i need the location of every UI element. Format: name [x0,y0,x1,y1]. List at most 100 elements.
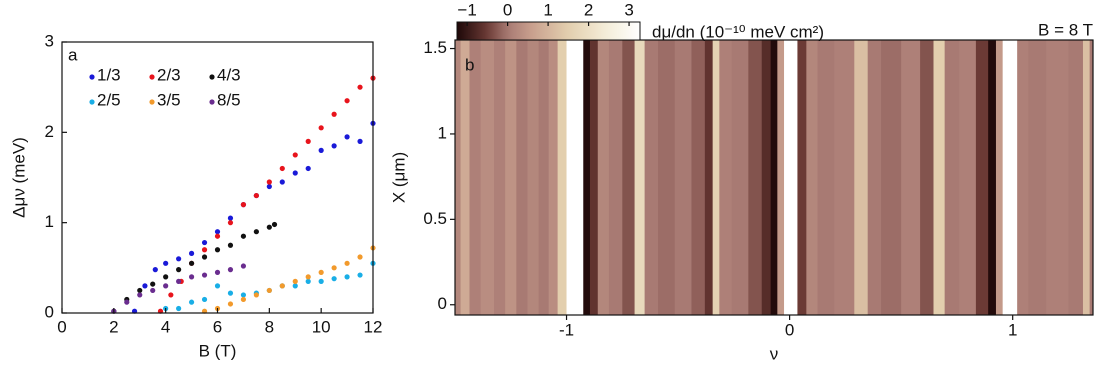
data-point [201,272,208,278]
legend-label: 1/3 [97,65,121,84]
x-tick-label: 2 [109,317,118,336]
data-point [253,192,259,199]
x-tick-label: 8 [265,317,274,336]
data-point [305,138,311,144]
heatmap-column [589,40,599,315]
data-point [142,283,148,289]
colorbar-tick-label: 1 [543,0,552,19]
data-point [318,278,324,284]
data-point [292,152,298,158]
data-point [137,292,143,298]
legend-label: 4/3 [217,65,241,84]
heatmap-column [583,40,591,315]
y-axis-label: X (μm) [389,152,408,203]
heatmap-column [901,40,921,315]
colorbar-tick-label: 2 [584,0,593,19]
x-tick-label: 10 [312,317,331,336]
heatmap-column [608,40,623,315]
data-point [227,267,234,273]
heatmap-column [557,40,568,315]
data-point [227,301,234,307]
panel-label: b [465,55,474,74]
y-tick-label: 0 [438,294,447,313]
data-point [176,267,182,273]
legend-marker [209,99,215,105]
x-tick-label: -1 [559,320,574,339]
heatmap-column [469,40,482,315]
y-tick-label: 3 [45,31,54,50]
data-point [137,287,143,294]
heatmap-column [494,40,506,315]
heatmap-column [881,40,902,315]
heatmap-column [777,40,785,315]
x-tick-label: 1 [1008,320,1017,339]
heatmap-column [959,40,977,315]
heatmap-column [1089,40,1093,315]
x-tick-label: 0 [785,320,794,339]
data-point [163,274,169,280]
data-point [240,233,247,239]
data-point [176,305,182,312]
heatmap-column [933,40,946,315]
y-axis-label: Δμν (meV) [9,137,28,218]
data-point [253,229,259,235]
heatmap-column [674,40,692,315]
x-tick-label: 12 [364,317,383,336]
heatmap-column [597,40,610,315]
heatmap-column [770,40,778,315]
data-point [227,290,234,296]
heatmap-column [704,40,714,315]
y-tick-label: 1.5 [423,38,447,57]
heatmap-column [975,40,989,315]
data-point [253,292,259,298]
heatmap-column [719,40,733,315]
data-point [331,143,337,149]
x-axis-label: B (T) [199,341,237,360]
y-tick-label: 0.5 [423,209,447,228]
data-point [227,220,234,226]
data-point [168,292,174,298]
legend-marker [149,99,155,105]
heatmap-column [995,40,1004,315]
y-tick-label: 1 [438,123,447,142]
data-point [292,278,298,284]
heatmap-column [1046,40,1069,315]
x-tick-label: 4 [161,317,170,336]
heatmap-column [867,40,882,315]
heatmap-column [1009,40,1018,315]
heatmap-column [748,40,763,315]
heatmap-column [1028,40,1047,315]
heatmap-column [480,40,495,315]
data-point [188,260,195,266]
data-point [318,269,324,275]
data-point [163,283,169,289]
heatmap-column [691,40,706,315]
data-point [292,170,298,176]
heatmap-column [784,40,792,315]
y-tick-label: 2 [45,122,54,141]
data-point [150,281,156,287]
x-tick-label: 0 [57,317,66,336]
data-point [279,165,285,172]
data-point [305,274,311,280]
heatmap-column [731,40,749,315]
data-point [266,287,272,294]
data-point [357,84,363,90]
data-point [201,296,208,303]
annotation: B = 8 T [1038,20,1093,39]
data-point [305,165,311,172]
colorbar-label: dμ/dn (10⁻¹⁰ meV cm²) [652,22,824,41]
data-point [150,287,156,294]
data-point [318,147,324,153]
data-point [266,183,272,190]
data-point [124,299,130,305]
y-tick-label: 0 [45,302,54,321]
heatmap-column [634,40,646,315]
data-point [201,254,208,260]
x-axis-label: ν [770,344,779,363]
heatmap-column [712,40,720,315]
data-point [188,299,195,305]
heatmap-column [538,40,550,315]
data-point [292,283,298,289]
